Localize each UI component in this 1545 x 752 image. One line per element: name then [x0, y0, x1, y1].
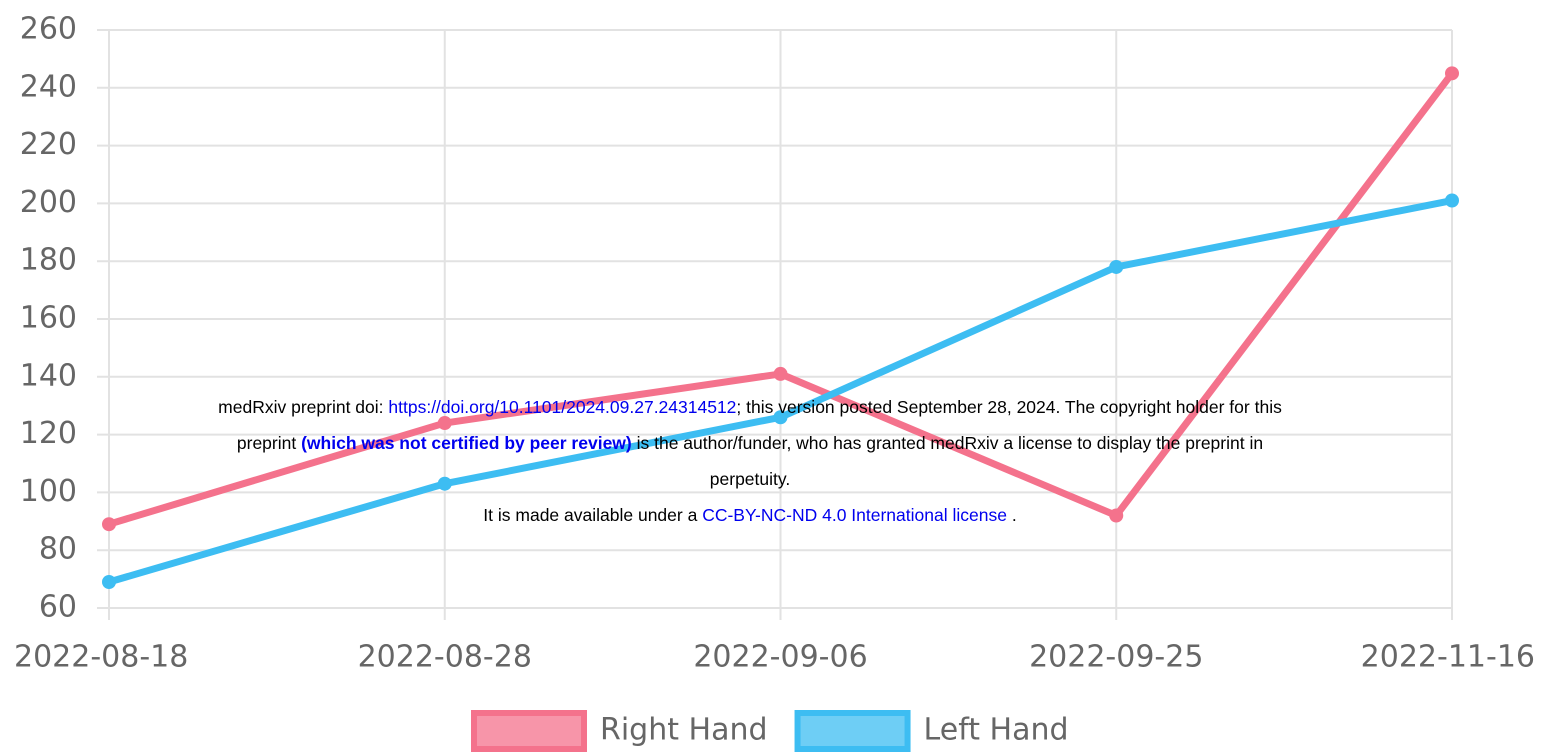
notice-line: perpetuity. [0, 470, 1500, 488]
y-tick-label: 100 [20, 474, 77, 509]
y-tick-label: 240 [20, 69, 77, 104]
point [102, 574, 116, 589]
y-tick-label: 80 [39, 532, 77, 567]
doi-link[interactable]: https://doi.org/10.1101/2024.09.27.24314… [388, 397, 737, 417]
notice-line: preprint (which was not certified by pee… [0, 434, 1500, 452]
x-tick-label: 2022-08-28 [358, 640, 532, 675]
y-tick-label: 60 [39, 590, 77, 625]
point [773, 410, 788, 425]
notice-text: . [1006, 505, 1017, 525]
notice-text: It is made available under a [483, 505, 703, 525]
notice-text: ; this version posted September 28, 2024… [736, 397, 1282, 417]
point [437, 416, 452, 431]
x-tick-label: 2022-09-25 [1029, 640, 1203, 675]
y-tick-label: 120 [20, 416, 77, 451]
point [1109, 508, 1124, 523]
notice-text: preprint [236, 433, 302, 453]
point [1445, 193, 1459, 208]
x-tick-label: 2022-08-18 [14, 640, 188, 675]
notice-line: medRxiv preprint doi: https://doi.org/10… [0, 398, 1500, 416]
legend-item: Left Hand [794, 710, 1069, 752]
y-tick-label: 260 [20, 12, 77, 47]
y-tick-label: 220 [20, 127, 77, 162]
notice-text: is the author/funder, who has granted me… [631, 433, 1264, 453]
preprint-notice: medRxiv preprint doi: https://doi.org/10… [0, 380, 1500, 542]
x-tick-label: 2022-09-06 [693, 640, 867, 675]
notice-text: perpetuity. [709, 469, 791, 489]
y-tick-label: 160 [20, 301, 77, 336]
legend-swatch [794, 710, 911, 752]
y-tick-label: 180 [20, 243, 77, 278]
point [773, 366, 788, 381]
legend-swatch [471, 710, 587, 752]
legend-label: Left Hand [924, 713, 1069, 748]
legend-item: Right Hand [471, 710, 768, 752]
legend-label: Right Hand [600, 713, 768, 748]
notice-text: medRxiv preprint doi: [218, 397, 389, 417]
point [1445, 66, 1459, 81]
point [437, 476, 452, 491]
x-tick-label: 2022-11-16 [1361, 640, 1535, 675]
notice-line: It is made available under a CC-BY-NC-ND… [0, 506, 1500, 524]
point [102, 517, 116, 532]
license-link[interactable]: CC-BY-NC-ND 4.0 International license [702, 505, 1007, 525]
y-tick-label: 140 [20, 358, 77, 393]
y-tick-label: 200 [20, 185, 77, 220]
point [1109, 259, 1124, 274]
notice-bold: (which was not certified by peer review) [301, 433, 632, 453]
